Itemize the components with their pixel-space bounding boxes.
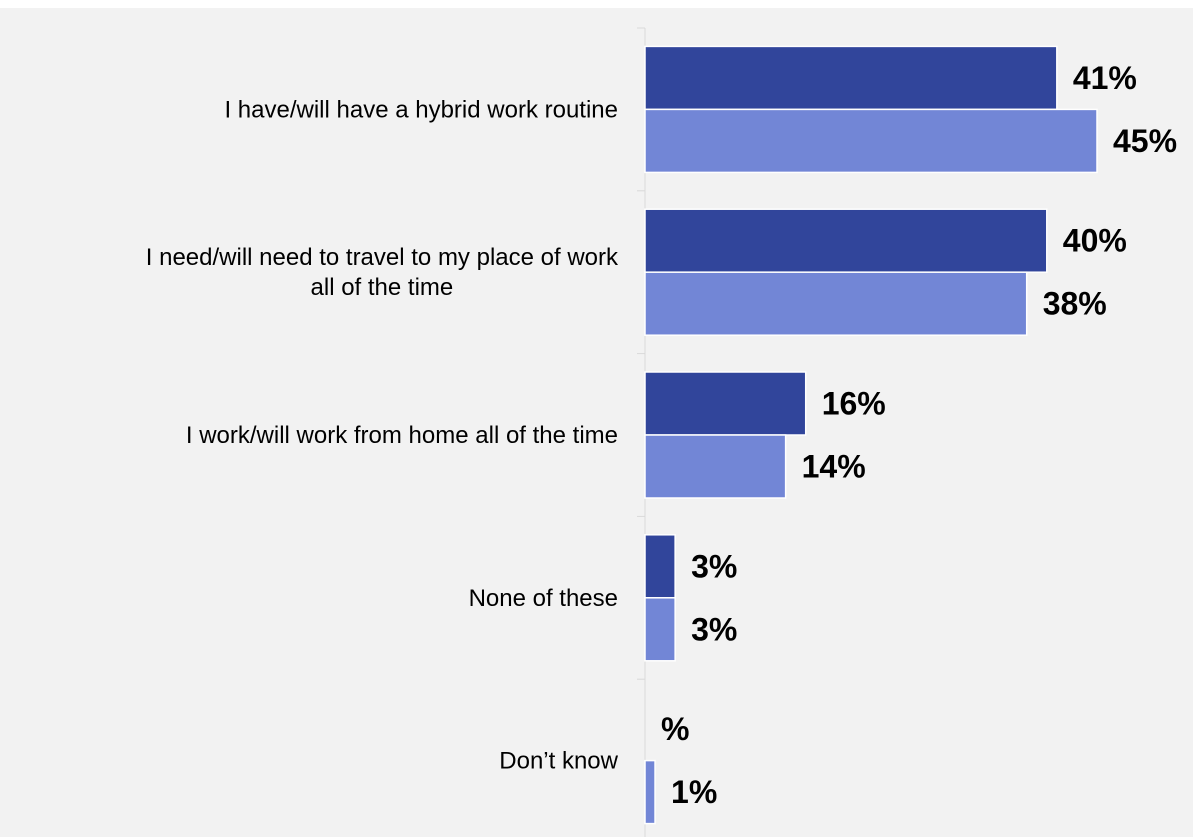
data-label: 41% xyxy=(1073,60,1137,96)
category-label: I have/will have a hybrid work routine xyxy=(224,96,618,123)
bar xyxy=(644,271,1028,336)
data-label: 16% xyxy=(822,386,886,422)
bar xyxy=(644,108,1098,174)
bar xyxy=(644,371,807,436)
data-label: 40% xyxy=(1063,223,1127,259)
bar xyxy=(644,208,1048,273)
category-label: Don’t know xyxy=(499,748,618,775)
data-label: 3% xyxy=(691,611,737,647)
data-label: 3% xyxy=(691,548,737,584)
data-label: 45% xyxy=(1113,123,1177,159)
chart-area: I have/will have a hybrid work routine 41… xyxy=(0,8,1193,837)
category-label: I work/will work from home all of the ti… xyxy=(186,422,618,449)
category-label: all of the time xyxy=(311,274,454,301)
data-label: 1% xyxy=(671,774,717,810)
bar xyxy=(644,45,1058,111)
bar-chart: I have/will have a hybrid work routine 41… xyxy=(146,27,1177,837)
data-label: 38% xyxy=(1043,286,1107,322)
bar xyxy=(644,534,676,599)
bar xyxy=(644,597,676,662)
bar xyxy=(644,759,656,825)
data-label: 14% xyxy=(802,449,866,485)
data-label: % xyxy=(661,711,689,747)
category-label: None of these xyxy=(469,585,618,612)
bar xyxy=(644,434,787,499)
category-label: I need/will need to travel to my place o… xyxy=(146,244,619,271)
